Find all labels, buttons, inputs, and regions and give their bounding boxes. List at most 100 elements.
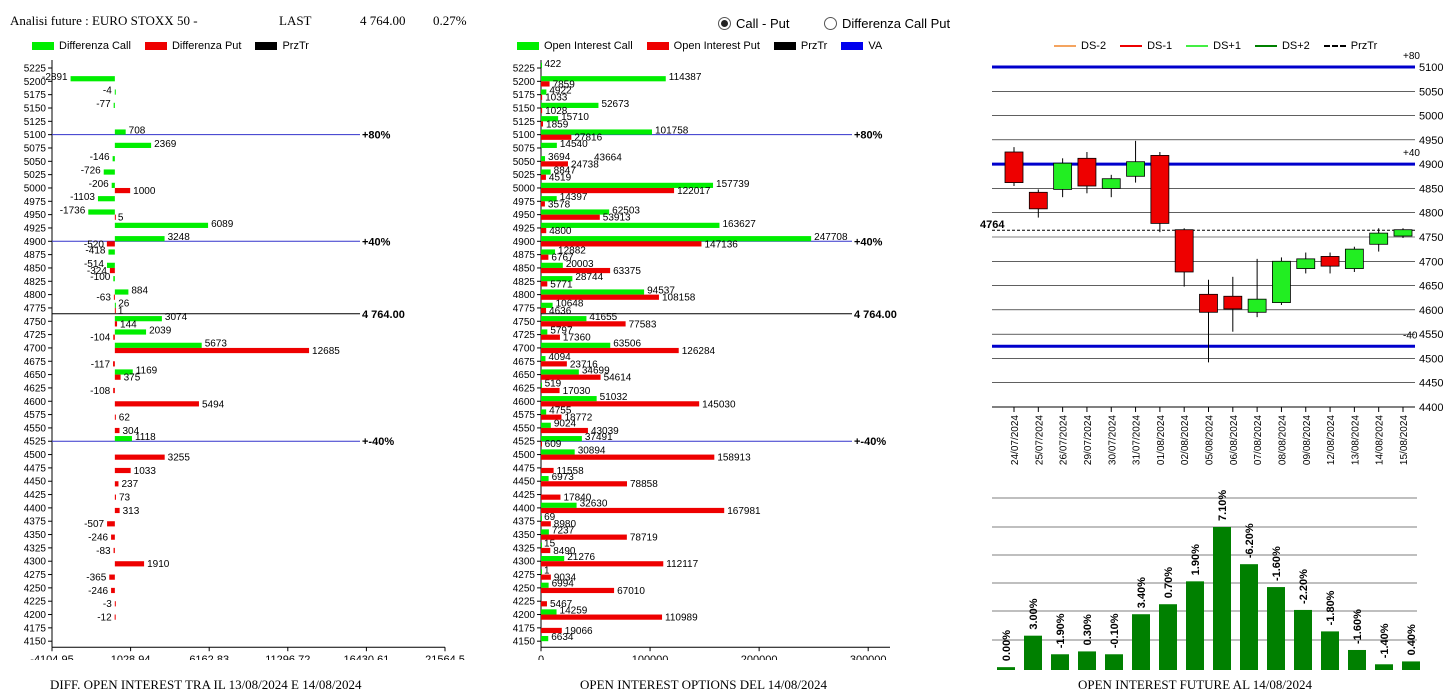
bar-value-label: 14259 xyxy=(560,605,588,616)
date-label: 01/08/2024 xyxy=(1156,415,1167,465)
caption-right: OPEN INTEREST FUTURE AL 14/08/2024 xyxy=(1078,677,1313,692)
date-label: 09/08/2024 xyxy=(1302,415,1313,465)
strike-label: 4575 xyxy=(513,410,536,421)
radio-differenza[interactable]: Differenza Call Put xyxy=(824,16,950,31)
bar xyxy=(88,209,115,215)
header-title: Analisi future : EURO STOXX 50 - xyxy=(10,13,198,28)
bar xyxy=(541,401,700,407)
legend-right-label: DS+1 xyxy=(1213,40,1241,52)
bar-value-label: -77 xyxy=(96,99,111,110)
caption-mid: OPEN INTEREST OPTIONS DEL 14/08/2024 xyxy=(580,677,827,692)
bar-value-label: 158913 xyxy=(717,453,751,464)
bar xyxy=(114,342,202,348)
bar xyxy=(541,262,563,268)
bar-value-label: 167981 xyxy=(727,506,761,517)
bar xyxy=(113,294,115,300)
bar-value-label: 18772 xyxy=(564,413,592,424)
y-tick-label: 4500 xyxy=(1419,353,1443,365)
bar xyxy=(541,142,557,148)
legend-mid-item: Open Interest Call xyxy=(517,40,633,52)
bar xyxy=(113,387,115,394)
bar xyxy=(541,441,542,447)
y-tick-label: 4400 xyxy=(1419,402,1443,414)
bar-value-label: 6994 xyxy=(552,579,575,590)
strike-label: 4875 xyxy=(513,250,536,261)
bar-value-label: 114387 xyxy=(669,72,702,83)
bar-value-label: 34699 xyxy=(582,365,610,376)
bar-value-label: 3578 xyxy=(548,199,571,210)
bar-value-label: 17360 xyxy=(563,333,591,344)
legend-right-swatch xyxy=(1054,45,1076,47)
bar-value-label: 51032 xyxy=(600,392,628,403)
strike-label: 4250 xyxy=(513,583,536,594)
bar xyxy=(114,401,199,407)
bar xyxy=(114,222,209,228)
bar-value-label: 78858 xyxy=(630,479,658,490)
bar xyxy=(106,262,115,268)
bar-value-label: 1 xyxy=(544,565,550,576)
legend-right-label: DS-2 xyxy=(1081,40,1107,52)
legend-mid-item: VA xyxy=(841,40,882,52)
bar xyxy=(541,156,546,162)
bar xyxy=(541,214,600,220)
bar-value-label: 30894 xyxy=(578,445,606,456)
radio-unselected-icon xyxy=(824,17,837,30)
future-candlestick-chart: 5100 5050 5000 4950 4900 4850 4800 4750 4700 4650… xyxy=(980,51,1443,465)
bar xyxy=(114,329,147,335)
pct-bar xyxy=(1402,661,1420,670)
strike-label: 4700 xyxy=(24,343,47,354)
bar xyxy=(541,169,551,175)
bar xyxy=(541,222,720,228)
strike-label: 4650 xyxy=(24,370,47,381)
legend-right-swatch xyxy=(1186,45,1209,47)
bar-value-label: -12 xyxy=(97,613,112,624)
bar-value-label: 101758 xyxy=(655,125,689,136)
bar xyxy=(114,369,133,375)
legend-left-swatch xyxy=(144,42,167,50)
candle-body xyxy=(1247,298,1267,313)
legend-left-swatch xyxy=(32,42,54,50)
bar xyxy=(114,601,116,607)
strike-label: 4325 xyxy=(513,543,536,554)
bar-value-label: 5 xyxy=(118,213,124,224)
pct-label: -2.20% xyxy=(1298,569,1310,604)
bar xyxy=(114,347,310,354)
legend-left-item: PrzTr xyxy=(255,40,309,52)
bar xyxy=(541,502,577,508)
bar-value-label: 94537 xyxy=(647,285,675,296)
strike-label: 4475 xyxy=(24,463,47,474)
legend-right-item: DS+2 xyxy=(1254,40,1310,52)
legend-mid-item: PrzTr xyxy=(773,40,827,52)
pct-label: 3.40% xyxy=(1136,577,1148,608)
radio-call-put[interactable]: Call - Put xyxy=(718,16,789,31)
strike-label: 5225 xyxy=(24,64,47,75)
legend-left-label: PrzTr xyxy=(282,40,309,52)
strike-label: 5075 xyxy=(24,143,47,154)
bar xyxy=(114,414,116,420)
x-tick-label: 300000 xyxy=(850,654,887,660)
bar-value-label: -2891 xyxy=(42,72,68,83)
bar xyxy=(114,129,126,135)
bar xyxy=(114,316,162,322)
legend-right-item: DS+1 xyxy=(1186,40,1241,52)
bar xyxy=(541,534,627,540)
bar xyxy=(541,609,557,615)
candle-body xyxy=(1223,295,1243,310)
strike-label: 4300 xyxy=(513,557,536,568)
level-label: +80 xyxy=(1403,51,1420,62)
bar xyxy=(541,467,554,474)
bar xyxy=(541,281,548,287)
bar-value-label: 304 xyxy=(123,426,140,437)
legend-left-label: Differenza Call xyxy=(59,40,131,52)
bar-value-label: -100 xyxy=(90,272,110,283)
bar xyxy=(541,521,551,527)
bar xyxy=(114,436,132,442)
strike-label: 4350 xyxy=(24,530,47,541)
date-label: 30/07/2024 xyxy=(1107,415,1118,465)
bar-value-label: 237 xyxy=(121,479,138,490)
bar xyxy=(541,76,666,82)
strike-label: 4575 xyxy=(24,410,47,421)
bar xyxy=(541,494,561,500)
bar-value-label: 609 xyxy=(545,439,562,450)
bar-value-label: 12882 xyxy=(558,245,586,256)
